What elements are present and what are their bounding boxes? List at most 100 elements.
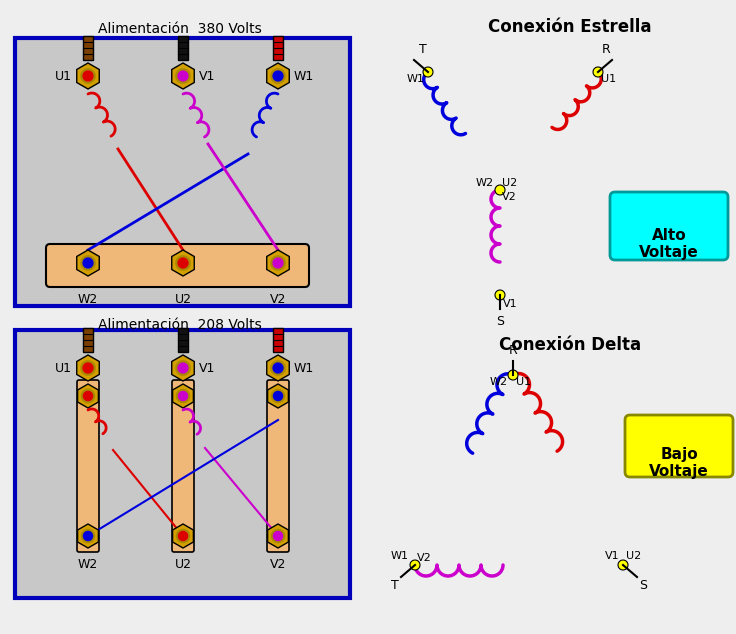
Text: S: S — [639, 579, 647, 592]
Polygon shape — [178, 391, 188, 401]
FancyBboxPatch shape — [46, 244, 309, 287]
Text: U1: U1 — [55, 361, 72, 375]
Polygon shape — [173, 384, 194, 408]
Polygon shape — [274, 531, 283, 541]
Text: Alimentación  208 Volts: Alimentación 208 Volts — [98, 318, 262, 332]
Text: V1: V1 — [503, 299, 517, 309]
Polygon shape — [83, 531, 93, 541]
Polygon shape — [83, 258, 93, 268]
Polygon shape — [171, 63, 194, 89]
FancyBboxPatch shape — [172, 380, 194, 552]
Polygon shape — [77, 63, 99, 89]
FancyBboxPatch shape — [625, 415, 733, 477]
Polygon shape — [593, 67, 603, 77]
Text: V1: V1 — [199, 361, 216, 375]
Polygon shape — [177, 529, 190, 543]
Polygon shape — [508, 370, 518, 380]
Polygon shape — [271, 256, 285, 270]
Polygon shape — [410, 560, 420, 570]
Text: W1: W1 — [294, 361, 314, 375]
Polygon shape — [272, 529, 285, 543]
Text: V2: V2 — [502, 192, 517, 202]
Polygon shape — [176, 256, 190, 270]
Polygon shape — [273, 363, 283, 373]
Text: V1: V1 — [199, 70, 216, 82]
Polygon shape — [266, 63, 289, 89]
Text: U2: U2 — [174, 293, 191, 306]
Bar — [273, 36, 283, 60]
Text: R: R — [509, 344, 517, 357]
Polygon shape — [77, 524, 99, 548]
Text: S: S — [496, 315, 504, 328]
Polygon shape — [178, 363, 188, 373]
Polygon shape — [83, 363, 93, 373]
FancyBboxPatch shape — [267, 380, 289, 552]
Polygon shape — [266, 250, 289, 276]
Polygon shape — [171, 250, 194, 276]
Polygon shape — [81, 361, 95, 375]
Text: U2: U2 — [174, 558, 191, 571]
Text: W1: W1 — [294, 70, 314, 82]
Polygon shape — [423, 67, 433, 77]
Polygon shape — [495, 290, 505, 300]
Text: W2: W2 — [490, 377, 508, 387]
Polygon shape — [268, 524, 289, 548]
Polygon shape — [173, 524, 194, 548]
Polygon shape — [273, 258, 283, 268]
Polygon shape — [77, 250, 99, 276]
Text: W2: W2 — [78, 558, 98, 571]
Polygon shape — [77, 384, 99, 408]
Bar — [178, 328, 188, 352]
Bar — [83, 328, 93, 352]
Text: W1: W1 — [407, 74, 425, 84]
Text: V2: V2 — [417, 553, 432, 563]
Text: U2: U2 — [502, 178, 517, 188]
Polygon shape — [495, 185, 505, 195]
Bar — [83, 36, 93, 60]
Polygon shape — [271, 69, 285, 83]
Polygon shape — [274, 391, 283, 401]
Text: U2: U2 — [626, 551, 641, 561]
Text: U1: U1 — [55, 70, 72, 82]
Polygon shape — [271, 361, 285, 375]
Text: R: R — [601, 43, 610, 56]
Polygon shape — [83, 391, 93, 401]
Polygon shape — [176, 361, 190, 375]
Text: Conexión Estrella: Conexión Estrella — [488, 18, 652, 36]
Text: Bajo
Voltaje: Bajo Voltaje — [649, 447, 709, 479]
Polygon shape — [83, 71, 93, 81]
Polygon shape — [178, 531, 188, 541]
Text: U1: U1 — [601, 74, 616, 84]
Polygon shape — [82, 389, 95, 403]
Text: T: T — [391, 579, 399, 592]
Text: W2: W2 — [476, 178, 494, 188]
Bar — [273, 328, 283, 352]
Text: Alimentación  380 Volts: Alimentación 380 Volts — [98, 22, 262, 36]
FancyBboxPatch shape — [610, 192, 728, 260]
Polygon shape — [177, 389, 190, 403]
FancyBboxPatch shape — [77, 380, 99, 552]
Polygon shape — [273, 71, 283, 81]
Polygon shape — [82, 529, 95, 543]
Text: V1: V1 — [606, 551, 620, 561]
Polygon shape — [77, 355, 99, 381]
Text: W1: W1 — [391, 551, 409, 561]
Polygon shape — [268, 384, 289, 408]
Polygon shape — [272, 389, 285, 403]
Polygon shape — [266, 355, 289, 381]
Polygon shape — [171, 355, 194, 381]
Polygon shape — [178, 71, 188, 81]
Polygon shape — [81, 69, 95, 83]
Text: T: T — [419, 43, 427, 56]
Text: W2: W2 — [78, 293, 98, 306]
Text: V2: V2 — [270, 293, 286, 306]
Text: Alto
Voltaje: Alto Voltaje — [639, 228, 699, 261]
Polygon shape — [81, 256, 95, 270]
Bar — [15, 330, 350, 598]
Polygon shape — [176, 69, 190, 83]
Polygon shape — [618, 560, 628, 570]
Bar — [178, 36, 188, 60]
Bar — [15, 38, 350, 306]
Text: Conexión Delta: Conexión Delta — [499, 336, 641, 354]
Text: U1: U1 — [516, 377, 531, 387]
